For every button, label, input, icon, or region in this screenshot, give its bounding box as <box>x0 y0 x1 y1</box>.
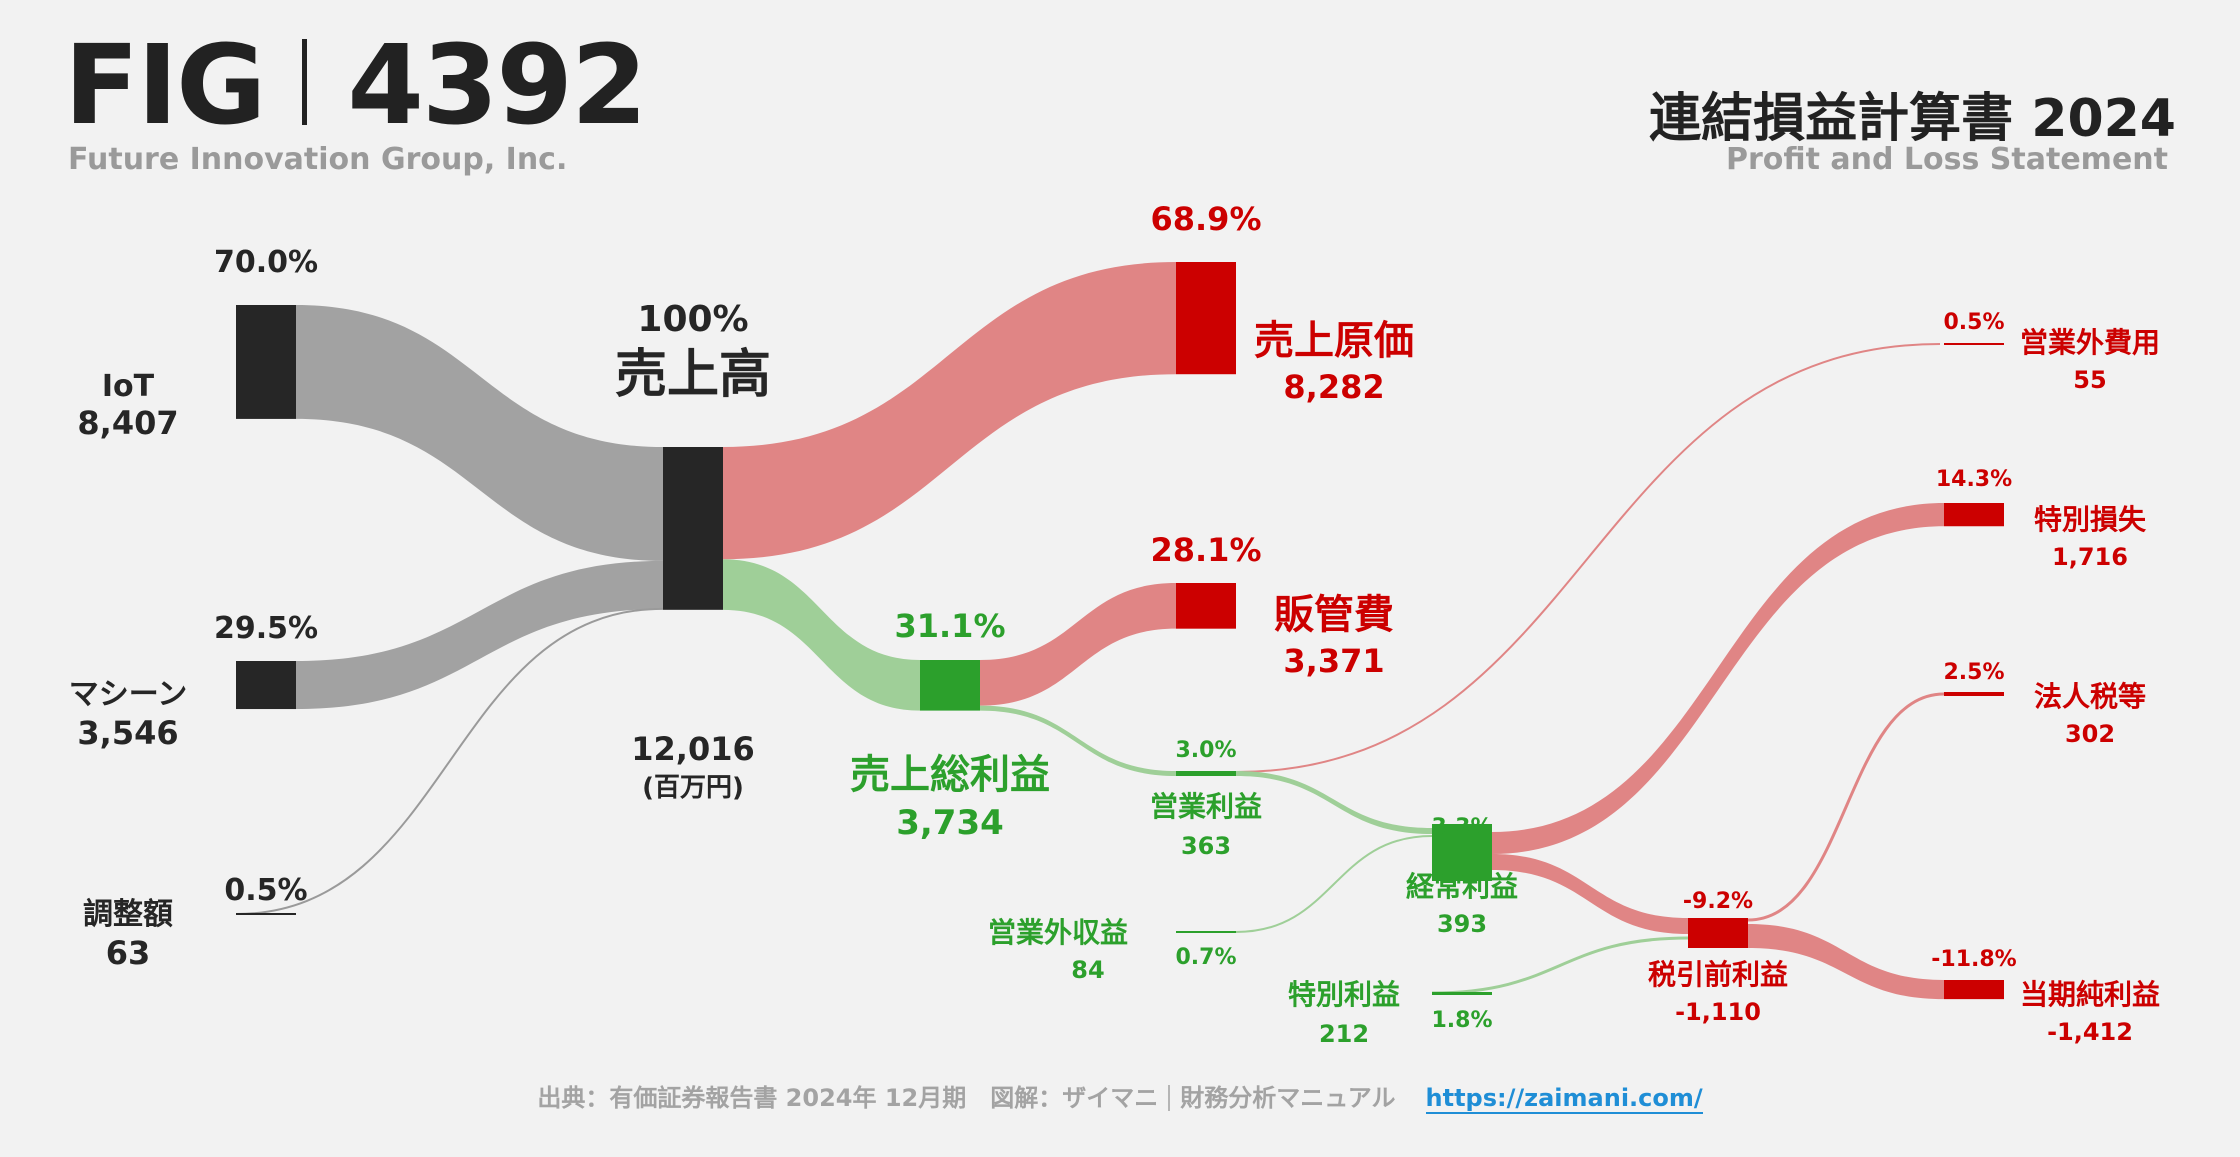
value-tax: 302 <box>2065 720 2115 748</box>
link-gross-op <box>980 705 1176 776</box>
ticker: FIG 4392 <box>64 30 648 140</box>
link-gross-sga <box>980 583 1176 706</box>
value-sga: 3,371 <box>1283 642 1384 680</box>
value-net: -1,412 <box>2047 1018 2133 1046</box>
label-nonop-exp: 営業外費用 <box>2020 326 2160 359</box>
link-ordinary-pretax <box>1492 854 1688 934</box>
node-nonop-inc <box>1176 931 1236 933</box>
link-pretax-tax <box>1747 692 1945 922</box>
node-net <box>1944 980 2004 1000</box>
link-pretax-net <box>1748 924 1944 1000</box>
label-pretax: 税引前利益 <box>1648 958 1788 991</box>
value-adjust: 63 <box>106 934 151 972</box>
company-name: Future Innovation Group, Inc. <box>68 142 568 177</box>
page-subtitle: Profit and Loss Statement <box>1725 142 2168 177</box>
label-tax: 法人税等 <box>2034 680 2146 713</box>
ticker-code: 4392 <box>347 21 647 149</box>
label-gross: 売上総利益 <box>850 752 1050 798</box>
pct-nonop-inc: 0.7% <box>1175 945 1236 970</box>
pct-iot: 70.0% <box>214 245 318 280</box>
footer-source: 出典：有価証券報告書 2024年 12月期 図解：ザイマニ <box>537 1084 1159 1112</box>
footer-site-name: 財務分析マニュアル <box>1180 1084 1396 1112</box>
value-gross: 3,734 <box>896 803 1004 843</box>
node-op <box>1176 771 1236 776</box>
footer-divider <box>1168 1085 1171 1111</box>
pct-special-gain: 1.8% <box>1431 1008 1492 1033</box>
pct-op: 3.0% <box>1175 738 1236 763</box>
link-revenue-cogs <box>723 262 1176 560</box>
ticker-symbol: FIG <box>64 21 266 149</box>
node-special-loss <box>1944 503 2004 527</box>
pct-special-loss: 14.3% <box>1936 467 2012 492</box>
value-iot: 8,407 <box>77 404 178 442</box>
pct-revenue: 100% <box>637 299 748 340</box>
ticker-divider <box>302 39 308 125</box>
sankey-links <box>235 262 1945 1000</box>
value-nonop-inc: 84 <box>1071 956 1104 984</box>
pct-sga: 28.1% <box>1150 531 1261 569</box>
pct-net: -11.8% <box>1931 947 2016 972</box>
footer: 出典：有価証券報告書 2024年 12月期 図解：ザイマニ 財務分析マニュアル ht… <box>0 1078 2240 1114</box>
pct-cogs: 68.9% <box>1150 200 1261 238</box>
value-ordinary: 393 <box>1437 910 1487 938</box>
link-revenue-gross <box>723 559 920 711</box>
node-adjust <box>236 913 296 915</box>
pct-tax: 2.5% <box>1943 660 2004 685</box>
node-ordinary <box>1432 824 1492 881</box>
pct-nonop-exp: 0.5% <box>1943 310 2004 335</box>
label-ordinary: 経常利益 <box>1406 870 1518 903</box>
node-machine <box>236 661 296 710</box>
value-special-loss: 1,716 <box>2052 543 2128 571</box>
unit-label: (百万円) <box>642 773 744 803</box>
pct-machine: 29.5% <box>214 611 318 646</box>
pct-gross: 31.1% <box>894 607 1005 645</box>
node-tax <box>1944 692 2004 696</box>
page-title: 連結損益計算書 2024 <box>1649 89 2176 149</box>
label-cogs: 売上原価 <box>1254 318 1414 364</box>
node-nonop-exp <box>1944 343 2004 345</box>
node-special-gain <box>1432 992 1492 995</box>
label-net: 当期純利益 <box>2020 978 2160 1011</box>
value-revenue: 12,016 <box>631 730 754 768</box>
pct-pretax: -9.2% <box>1683 889 1753 914</box>
label-iot: IoT <box>102 369 155 404</box>
link-ordinary-special-loss <box>1492 503 1944 854</box>
label-special-loss: 特別損失 <box>2034 503 2147 536</box>
label-machine: マシーン <box>69 677 188 712</box>
link-adjust-revenue <box>235 607 664 915</box>
link-nonop-inc-ordinary <box>1235 835 1433 933</box>
label-op: 営業利益 <box>1150 790 1262 823</box>
node-iot <box>236 305 296 419</box>
node-pretax <box>1688 918 1748 948</box>
pct-ordinary: 3.3% <box>1431 815 1492 840</box>
node-cogs <box>1176 262 1236 375</box>
value-op: 363 <box>1181 832 1231 860</box>
value-nonop-exp: 55 <box>2073 366 2106 394</box>
label-revenue: 売上高 <box>615 345 771 405</box>
pct-adjust: 0.5% <box>224 873 307 908</box>
value-machine: 3,546 <box>77 714 178 752</box>
link-iot-revenue <box>296 305 663 561</box>
link-op-nonop-exp <box>1235 343 1941 773</box>
label-nonop-inc: 営業外収益 <box>988 916 1128 949</box>
value-cogs: 8,282 <box>1283 368 1384 406</box>
footer-link[interactable]: https://zaimani.com/ <box>1425 1084 1703 1114</box>
link-op-ordinary <box>1236 771 1432 834</box>
label-special-gain: 特別利益 <box>1288 978 1400 1011</box>
node-revenue <box>663 447 723 610</box>
node-gross <box>920 660 980 711</box>
link-special-gain-pretax <box>1431 936 1689 995</box>
sankey-nodes <box>236 262 2004 1000</box>
node-sga <box>1176 583 1236 629</box>
link-machine-revenue <box>296 560 663 710</box>
value-special-gain: 212 <box>1319 1020 1369 1048</box>
label-adjust: 調整額 <box>83 897 173 932</box>
value-pretax: -1,110 <box>1675 998 1761 1026</box>
label-sga: 販管費 <box>1274 592 1394 638</box>
